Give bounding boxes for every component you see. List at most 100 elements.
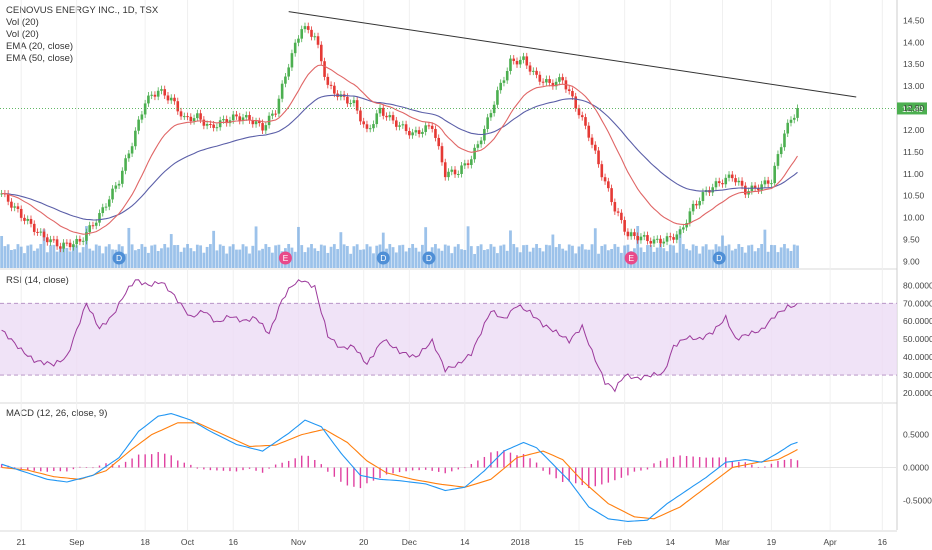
volume-bar bbox=[561, 248, 565, 268]
macd-hist-bar bbox=[235, 467, 238, 472]
macd-hist-bar bbox=[40, 467, 42, 472]
volume-bar bbox=[512, 244, 516, 268]
volume-bar bbox=[450, 253, 454, 268]
candle bbox=[714, 181, 718, 188]
volume-bar bbox=[694, 245, 698, 268]
candle bbox=[244, 115, 248, 118]
volume-bar bbox=[571, 245, 574, 268]
volume-bar bbox=[68, 251, 72, 268]
event-label: D bbox=[716, 253, 722, 263]
macd-hist-bar bbox=[451, 467, 453, 472]
candle bbox=[134, 130, 137, 147]
volume-bar bbox=[616, 246, 620, 268]
volume-bar bbox=[303, 252, 307, 268]
candle bbox=[117, 183, 121, 186]
candle bbox=[235, 114, 238, 117]
candle bbox=[381, 107, 385, 116]
volume-bar bbox=[541, 251, 545, 268]
candle bbox=[65, 242, 69, 244]
volume-bar bbox=[199, 245, 203, 268]
macd-hist-bar bbox=[548, 467, 551, 475]
candle bbox=[303, 26, 307, 30]
candle bbox=[218, 120, 222, 128]
candle bbox=[42, 231, 46, 238]
candle bbox=[789, 119, 793, 123]
macd-hist-bar bbox=[27, 467, 29, 471]
volume-bar bbox=[179, 251, 183, 268]
candle bbox=[225, 119, 228, 124]
volume-bar bbox=[39, 244, 43, 268]
event-circle bbox=[112, 251, 126, 265]
volume-bar bbox=[678, 228, 682, 268]
volume-bar bbox=[94, 244, 98, 268]
volume-bar bbox=[362, 249, 366, 268]
candle bbox=[776, 154, 780, 166]
candle bbox=[23, 217, 26, 221]
candle bbox=[600, 164, 604, 178]
volume-bar bbox=[111, 249, 114, 268]
candle bbox=[130, 146, 134, 154]
macd-hist-bar bbox=[614, 467, 616, 481]
event-circle bbox=[624, 251, 638, 265]
volume-bar bbox=[463, 249, 467, 268]
volume-bar bbox=[492, 246, 496, 268]
volume-bar bbox=[75, 245, 79, 268]
volume-bar bbox=[636, 226, 640, 268]
candle bbox=[567, 89, 571, 92]
legend-ema20: EMA (20, close) bbox=[6, 41, 73, 52]
volume-bar bbox=[685, 248, 689, 268]
candle bbox=[463, 163, 467, 166]
candle bbox=[717, 181, 721, 184]
candle bbox=[695, 203, 698, 206]
volume-bar bbox=[137, 249, 141, 268]
time-tick-label: Oct bbox=[181, 537, 195, 547]
macd-hist-bar bbox=[274, 464, 277, 468]
macd-hist-bar bbox=[620, 467, 623, 478]
candle bbox=[577, 108, 581, 116]
volume-bar bbox=[796, 245, 799, 268]
candle bbox=[470, 159, 473, 165]
candle bbox=[104, 206, 108, 208]
dividend-marker: D bbox=[376, 251, 390, 265]
macd-hist-bar bbox=[327, 467, 329, 472]
macd-hist-bar bbox=[333, 467, 336, 477]
volume-bar bbox=[496, 253, 499, 268]
candle bbox=[398, 125, 401, 127]
volume-bar bbox=[479, 244, 483, 268]
volume-bar bbox=[78, 252, 82, 268]
candle bbox=[626, 231, 630, 237]
volume-bar bbox=[42, 229, 46, 268]
candle bbox=[401, 124, 405, 126]
time-tick-label: 18 bbox=[140, 537, 150, 547]
macd-hist-bar bbox=[98, 465, 101, 468]
candle bbox=[649, 241, 653, 244]
candle bbox=[215, 127, 219, 129]
candle bbox=[525, 56, 529, 66]
macd-hist-bar bbox=[666, 458, 668, 468]
candle bbox=[450, 169, 454, 172]
volume-bar bbox=[313, 248, 317, 268]
volume-bar bbox=[176, 244, 180, 268]
volume-bar bbox=[156, 251, 160, 268]
volume-bar bbox=[251, 245, 255, 268]
candle bbox=[460, 165, 463, 174]
price-tick-label: 12.50 bbox=[903, 103, 925, 113]
macd-hist-bar bbox=[59, 467, 62, 472]
volume-bar bbox=[460, 249, 463, 268]
volume-bar bbox=[352, 246, 356, 268]
volume-bar bbox=[528, 251, 532, 268]
volume-bar bbox=[147, 252, 150, 268]
candle bbox=[316, 36, 320, 45]
volume-bar bbox=[639, 247, 643, 268]
macd-hist-bar bbox=[0, 464, 3, 468]
candle bbox=[39, 231, 43, 233]
volume-bar bbox=[107, 244, 111, 268]
macd-hist-bar bbox=[66, 467, 68, 472]
macd-hist-bar bbox=[46, 467, 48, 472]
volume-bar bbox=[345, 245, 349, 268]
candle bbox=[740, 180, 744, 186]
volume-bar bbox=[489, 244, 493, 268]
volume-bar bbox=[16, 244, 20, 268]
candle bbox=[558, 77, 561, 82]
macd-hist-bar bbox=[190, 464, 192, 468]
